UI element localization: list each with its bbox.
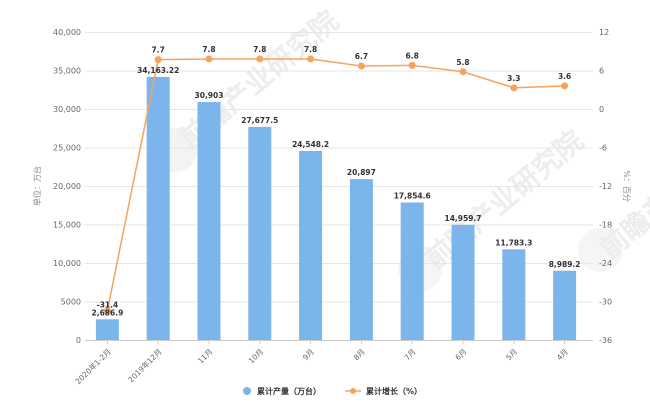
y-tick-label: 10,000 xyxy=(53,259,81,268)
bar-data-labels: 2,686.9 34,163.22 30,903 27,677.5 24,548.2 20… xyxy=(92,66,581,317)
y2-tick-label: 12 xyxy=(599,28,609,37)
line-point[interactable] xyxy=(154,56,162,64)
x-tick-label: 7月 xyxy=(403,347,418,362)
bar-value-label: 34,163.22 xyxy=(137,66,179,75)
x-tick-label: 11月 xyxy=(196,347,214,365)
y-tick-label: 0 xyxy=(76,336,81,345)
y2-tick-label: -6 xyxy=(599,144,607,153)
x-tick-label: 2019年12月 xyxy=(126,346,164,384)
bar[interactable] xyxy=(451,224,475,340)
bar-value-label: 24,548.2 xyxy=(292,140,329,149)
y2-tick-label: -36 xyxy=(599,336,612,345)
y-tick-label: 40,000 xyxy=(53,28,81,37)
line-value-label: 6.7 xyxy=(355,52,368,61)
line-value-label: 7.8 xyxy=(253,45,266,54)
left-y-axis: 0 5000 10,000 15,000 20,000 25,000 30,000 35,00… xyxy=(53,28,81,345)
line-value-label: 7.8 xyxy=(304,45,317,54)
y2-tick-label: -30 xyxy=(599,298,612,307)
bar[interactable] xyxy=(400,202,424,340)
y-tick-label: 20,000 xyxy=(53,182,81,191)
legend-label: 累计产量（万台） xyxy=(257,386,321,396)
bar[interactable] xyxy=(248,126,272,341)
bar[interactable] xyxy=(146,76,170,340)
dot-marker-icon xyxy=(350,388,356,394)
bar[interactable] xyxy=(197,102,221,340)
x-tick-label: 6月 xyxy=(453,347,468,362)
bar[interactable] xyxy=(95,319,119,340)
bar-value-label: 11,783.3 xyxy=(495,238,532,247)
bar[interactable] xyxy=(502,249,526,340)
line-value-label: 5.8 xyxy=(456,58,469,67)
line-value-label: 7.8 xyxy=(202,45,215,54)
legend-item-growth[interactable]: 累计增长（%） xyxy=(345,386,422,396)
legend-label: 累计增长（%） xyxy=(366,386,422,396)
line-point[interactable] xyxy=(205,55,213,63)
x-tick-label: 10月 xyxy=(247,347,265,365)
y-tick-label: 25,000 xyxy=(53,144,81,153)
bar-value-label: 27,677.5 xyxy=(241,116,278,125)
bar-value-label: 8,989.2 xyxy=(549,260,581,269)
x-axis: 2020年1-2月 2019年12月 11月 10月 9月 8月 7月 6月 5月 4月 xyxy=(73,340,570,386)
y2-tick-label: 6 xyxy=(599,67,604,76)
bar-value-label: 20,897 xyxy=(347,168,376,177)
bar[interactable] xyxy=(553,270,577,340)
line-point[interactable] xyxy=(307,55,315,63)
line-value-label: 6.8 xyxy=(406,51,419,60)
bar-series xyxy=(95,76,577,341)
line-data-labels: -31.4 7.7 7.8 7.8 7.8 6.7 6.8 5.8 3.3 3.6 xyxy=(97,45,572,310)
line-point[interactable] xyxy=(256,55,264,63)
line-point[interactable] xyxy=(459,68,467,76)
bar-value-label: 17,854.6 xyxy=(394,192,431,201)
line-series xyxy=(103,55,569,314)
y2-tick-label: -12 xyxy=(599,182,612,191)
left-axis-title: 单位：万台 xyxy=(32,166,42,206)
x-tick-label: 9月 xyxy=(301,347,316,362)
x-tick-label: 4月 xyxy=(555,347,570,362)
line-point[interactable] xyxy=(408,61,416,69)
line-value-label: 3.3 xyxy=(507,74,520,83)
growth-line xyxy=(106,58,565,311)
bar[interactable] xyxy=(349,179,373,340)
line-point[interactable] xyxy=(510,84,518,92)
bar-value-label: 30,903 xyxy=(195,91,224,100)
legend-item-production[interactable]: 累计产量（万台） xyxy=(243,386,321,396)
circle-marker-icon xyxy=(243,387,251,395)
y-tick-label: 15,000 xyxy=(53,221,81,230)
y-tick-label: 35,000 xyxy=(53,67,81,76)
x-tick-label: 5月 xyxy=(504,347,519,362)
right-axis-title: %：百分 xyxy=(622,170,631,202)
legend: 累计产量（万台） 累计增长（%） xyxy=(243,386,422,396)
bar-value-label: 2,686.9 xyxy=(92,308,124,317)
y2-tick-label: -24 xyxy=(599,259,612,268)
bar-value-label: 14,959.7 xyxy=(444,214,481,223)
right-y-axis: -36 -30 -24 -18 -12 -6 0 6 12 xyxy=(599,28,612,345)
bar[interactable] xyxy=(299,150,323,340)
line-point[interactable] xyxy=(103,306,111,314)
line-point[interactable] xyxy=(357,62,365,70)
x-tick-label: 2020年1-2月 xyxy=(73,346,113,386)
y2-tick-label: -18 xyxy=(599,221,612,230)
line-point[interactable] xyxy=(561,82,569,90)
y2-tick-label: 0 xyxy=(599,105,604,114)
x-tick-label: 8月 xyxy=(352,347,367,362)
y-tick-label: 5000 xyxy=(61,298,81,307)
line-value-label: -31.4 xyxy=(97,300,119,309)
line-value-label: 3.6 xyxy=(558,72,571,81)
line-value-label: 7.7 xyxy=(152,46,165,55)
y-tick-label: 30,000 xyxy=(53,105,81,114)
